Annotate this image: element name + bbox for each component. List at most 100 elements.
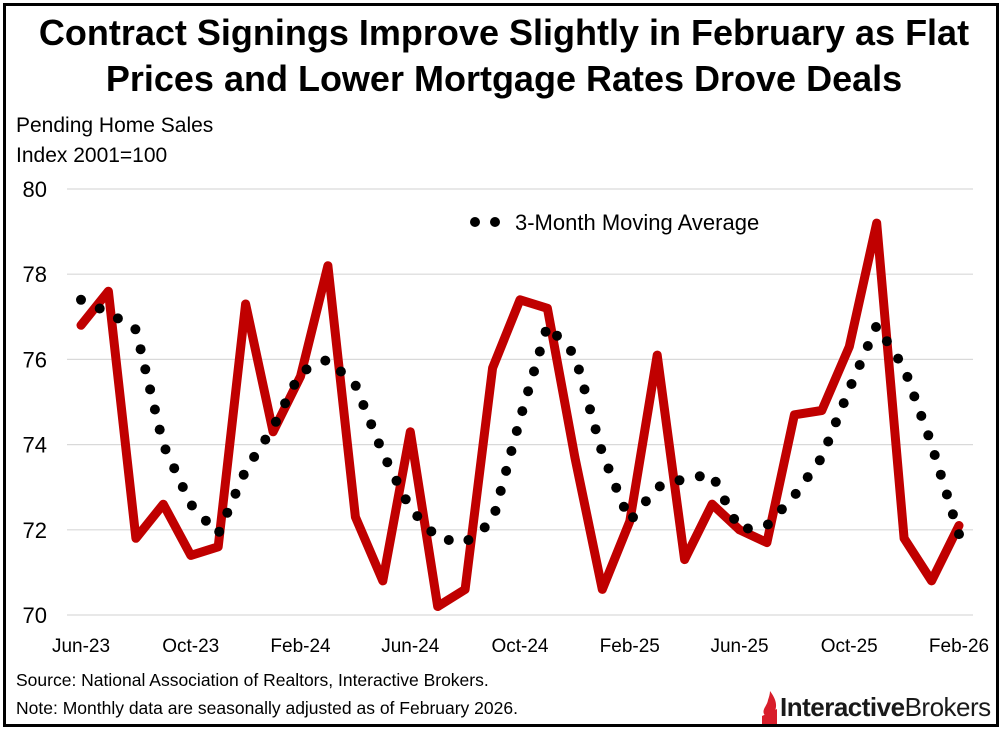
y-tick-label-76: 76 — [23, 347, 47, 372]
ma-dot-48 — [552, 330, 562, 341]
ma-dot-17 — [238, 469, 249, 480]
ma-dot-9 — [160, 444, 171, 455]
interactive-brokers-logo: InteractiveBrokers — [760, 688, 991, 726]
ma-dot-59 — [640, 496, 651, 507]
ma-dot-66 — [742, 523, 753, 534]
ma-dot-2 — [112, 313, 123, 324]
y-axis-ticks: 70 72 74 76 78 80 — [23, 177, 47, 628]
ma-dot-20 — [270, 416, 281, 427]
ma-dot-30 — [382, 457, 393, 468]
ma-dot-16 — [230, 488, 241, 499]
ma-dot-38 — [490, 505, 501, 516]
legend-marker — [470, 217, 500, 227]
x-tick-label-Oct-25: Oct-25 — [821, 636, 878, 657]
ib-flame-icon — [762, 691, 777, 724]
ma-dot-67 — [762, 519, 773, 530]
ma-dot-28 — [366, 419, 377, 430]
chart-title-line-2: Prices and Lower Mortgage Rates Drove De… — [105, 58, 903, 99]
ma-dot-76 — [854, 360, 865, 370]
legend-label: 3-Month Moving Average — [515, 210, 759, 235]
ma-dot-11 — [177, 482, 188, 492]
ma-dot-13 — [200, 515, 211, 526]
ma-dot-12 — [186, 500, 197, 511]
ma-dot-75 — [846, 379, 857, 389]
y-tick-label-72: 72 — [23, 518, 47, 543]
ma-dot-40 — [501, 465, 512, 476]
ma-dot-60 — [654, 481, 665, 492]
ma-dot-50 — [573, 364, 584, 375]
x-axis-ticks: Jun-23 Oct-23 Feb-24 Jun-24 Oct-24 Feb-25 Jun-… — [52, 636, 989, 657]
ma-dot-10 — [169, 463, 180, 474]
ma-dot-57 — [618, 501, 629, 512]
x-tick-label-Jun-24: Jun-24 — [381, 636, 440, 657]
ma-dot-33 — [412, 511, 423, 522]
ma-dot-1 — [94, 303, 105, 314]
ma-dot-4 — [135, 344, 146, 355]
ma-dot-81 — [902, 371, 913, 382]
ma-dot-35 — [443, 535, 454, 545]
x-tick-label-Feb-24: Feb-24 — [270, 636, 331, 657]
ma-dot-27 — [358, 400, 369, 410]
ma-dot-63 — [710, 476, 721, 487]
ma-dot-77 — [862, 341, 873, 351]
ma-dot-80 — [893, 353, 904, 364]
ma-dot-52 — [585, 404, 595, 415]
ma-dot-14 — [214, 526, 225, 537]
ma-dot-3 — [130, 324, 141, 335]
data-note: Note: Monthly data are seasonally adjust… — [16, 698, 518, 718]
chart-frame — [3, 3, 999, 727]
moving-average-dots — [76, 294, 964, 545]
ma-dot-18 — [249, 451, 260, 462]
ma-dot-68 — [776, 504, 787, 515]
x-tick-label-Oct-23: Oct-23 — [162, 636, 219, 657]
x-tick-label-Jun-25: Jun-25 — [710, 636, 768, 657]
ma-dot-23 — [301, 364, 312, 375]
y-tick-label-74: 74 — [23, 433, 47, 458]
ma-dot-51 — [579, 384, 590, 395]
ma-dot-31 — [391, 475, 402, 486]
ma-dot-6 — [145, 384, 156, 395]
ma-dot-78 — [871, 322, 881, 332]
ma-dot-49 — [566, 345, 576, 356]
ma-dot-72 — [823, 436, 834, 447]
pending-home-sales-line — [76, 218, 964, 611]
ma-dot-0 — [76, 294, 86, 305]
ma-dot-25 — [335, 366, 346, 377]
ma-dot-22 — [289, 379, 300, 390]
ma-dot-7 — [149, 404, 160, 415]
ma-dot-55 — [603, 463, 614, 474]
ma-dot-88 — [947, 509, 958, 520]
ma-dot-24 — [320, 355, 331, 366]
ma-dot-44 — [523, 386, 534, 397]
source-note: Source: National Association of Realtors… — [16, 670, 489, 690]
ma-dot-61 — [674, 475, 685, 486]
ma-dot-89 — [954, 529, 964, 540]
x-tick-label-Feb-25: Feb-25 — [600, 636, 660, 657]
logo-wordmark: InteractiveBrokers — [780, 692, 991, 723]
ma-dot-26 — [350, 380, 361, 391]
ma-dot-46 — [534, 346, 545, 357]
ma-dot-69 — [790, 488, 801, 499]
ma-dot-32 — [400, 494, 411, 505]
ma-dot-21 — [280, 398, 291, 409]
ma-dot-54 — [596, 444, 607, 455]
y-axis-label: Pending Home Sales — [16, 114, 214, 137]
ma-dot-43 — [517, 406, 528, 417]
ma-dot-82 — [909, 391, 920, 402]
ma-dot-19 — [260, 434, 271, 445]
ma-dot-85 — [929, 450, 940, 460]
ma-dot-34 — [426, 526, 437, 537]
ma-dot-56 — [611, 482, 622, 493]
ma-dot-70 — [802, 472, 813, 483]
ma-dot-15 — [222, 507, 233, 518]
legend-dot-0 — [470, 217, 480, 227]
ma-dot-36 — [463, 535, 474, 545]
legend: 3-Month Moving Average — [470, 210, 759, 235]
ma-dot-53 — [590, 424, 601, 435]
ma-dot-87 — [941, 489, 952, 500]
y-tick-label-78: 78 — [23, 262, 47, 287]
ma-dot-58 — [628, 512, 638, 523]
ma-dot-86 — [935, 469, 946, 480]
ma-dot-71 — [814, 455, 825, 466]
